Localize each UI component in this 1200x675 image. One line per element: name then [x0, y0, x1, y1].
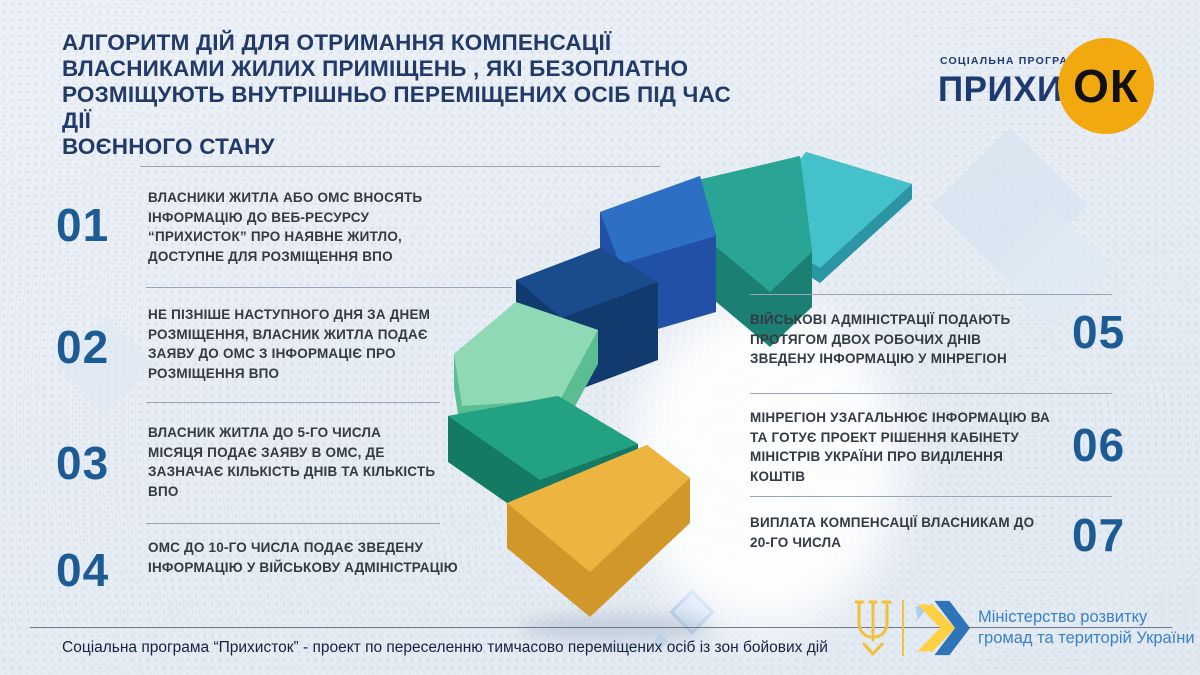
- trident-icon: [854, 600, 892, 656]
- decorative-diamond: [932, 127, 1088, 283]
- chevron-icon: [915, 600, 970, 656]
- step-text-06: МІНРЕГІОН УЗАГАЛЬНЮЄ ІНФОРМАЦІЮ ВА ТА ГО…: [750, 410, 1050, 484]
- step-4-top: [516, 248, 658, 318]
- logo-separator: [902, 600, 904, 656]
- step-number-03: 03: [56, 437, 110, 489]
- title-line-4: ВОЄННОГО СТАНУ: [62, 134, 275, 159]
- stair-shadow: [520, 614, 710, 642]
- step-text-03: ВЛАСНИК ЖИТЛА ДО 5-ГО ЧИСЛА МІСЯЦЯ ПОДАЄ…: [148, 425, 436, 499]
- step-1-side: [750, 152, 912, 283]
- step-number-04: 04: [56, 544, 110, 596]
- divider: [750, 496, 1112, 497]
- step-4-side: [516, 248, 658, 396]
- logo-tagline: СОЦІАЛЬНА ПРОГРАМА: [940, 55, 1087, 67]
- step-3-side: [600, 176, 716, 340]
- page-title: АЛГОРИТМ ДІЙ ДЛЯ ОТРИМАННЯ КОМПЕНСАЦІЇ В…: [62, 30, 762, 160]
- step-5-top: [454, 302, 598, 406]
- footer-divider: [30, 627, 1172, 628]
- ministry-name-line-2: громад та територій України: [978, 629, 1195, 647]
- step-7-side: [507, 445, 690, 617]
- logo-ok-text: ОК: [1073, 60, 1139, 112]
- title-line-2: ВЛАСНИКАМИ ЖИЛИХ ПРИМІЩЕНЬ , ЯКІ БЕЗОПЛА…: [62, 56, 689, 81]
- step-text-07: ВИПЛАТА КОМПЕНСАЦІЇ ВЛАСНИКАМ ДО 20-ГО Ч…: [750, 515, 1035, 550]
- step-text-01: ВЛАСНИКИ ЖИТЛА АБО ОМС ВНОСЯТЬ ІНФОРМАЦІ…: [148, 190, 423, 264]
- step-text-05: ВІЙСЬКОВІ АДМІНІСТРАЦІЇ ПОДАЮТЬ ПРОТЯГОМ…: [750, 312, 1011, 366]
- divider: [140, 166, 660, 167]
- step-6-side: [448, 396, 638, 526]
- step-1-top: [750, 152, 912, 268]
- step-number-05: 05: [1072, 306, 1126, 358]
- step-text-02: НЕ ПІЗНІШЕ НАСТУПНОГО ДНЯ ЗА ДНЕМ РОЗМІЩ…: [148, 307, 431, 381]
- divider: [750, 393, 1112, 394]
- logo-circle: ОК: [1058, 38, 1154, 134]
- step-number-01: 01: [56, 199, 110, 251]
- step-2-top: [698, 156, 812, 292]
- step-text-04: ОМС ДО 10-ГО ЧИСЛА ПОДАЄ ЗВЕДЕНУ ІНФОРМА…: [148, 540, 458, 575]
- ministry-logo: Міністерство розвитку громад та територі…: [852, 598, 1195, 658]
- ministry-name: Міністерство розвитку громад та територі…: [978, 607, 1195, 649]
- footer-note: Соціальна програма “Прихисток” - проект …: [62, 639, 828, 656]
- step-5-side: [454, 302, 598, 440]
- step-7-top: [507, 445, 690, 572]
- prihystok-logo: СОЦІАЛЬНА ПРОГРАМА ПРИХИСТ ОК: [938, 38, 1168, 145]
- step-number-02: 02: [56, 321, 110, 373]
- title-line-1: АЛГОРИТМ ДІЙ ДЛЯ ОТРИМАННЯ КОМПЕНСАЦІЇ: [62, 30, 612, 55]
- divider: [146, 402, 440, 403]
- divider: [146, 287, 512, 288]
- divider: [750, 294, 1112, 295]
- title-line-3: РОЗМІЩУЮТЬ ВНУТРІШНЬО ПЕРЕМІЩЕНИХ ОСІБ П…: [62, 82, 731, 133]
- step-3-top: [600, 176, 716, 264]
- step-6-top: [448, 396, 638, 480]
- divider: [146, 523, 440, 524]
- step-number-06: 06: [1072, 419, 1126, 471]
- ministry-name-line-1: Міністерство розвитку: [978, 608, 1148, 626]
- step-number-07: 07: [1072, 509, 1126, 561]
